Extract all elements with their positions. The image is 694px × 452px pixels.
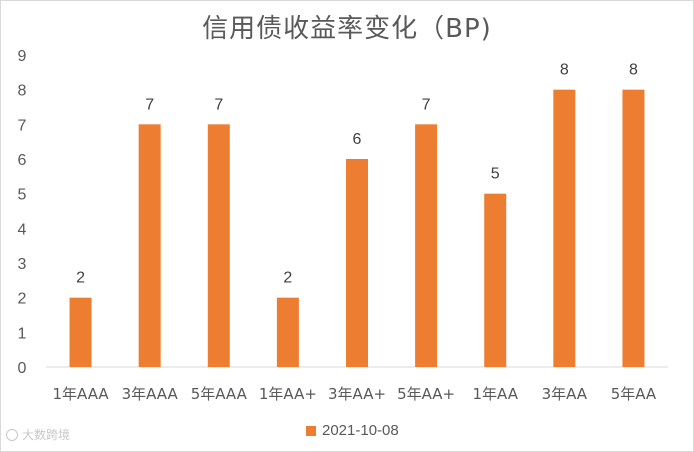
legend-label: 2021-10-08 <box>322 422 399 439</box>
bar-3 <box>276 297 299 367</box>
bar-1 <box>138 124 161 367</box>
legend-swatch <box>306 425 316 436</box>
x-tick-label-7: 3年AA <box>542 385 588 403</box>
data-label-5: 7 <box>422 96 431 113</box>
bar-4 <box>346 159 368 367</box>
watermark: 大数跨境 <box>6 426 70 443</box>
bar-6 <box>484 193 507 367</box>
x-tick-label-5: 5年AA+ <box>397 385 455 403</box>
data-label-2: 7 <box>214 96 223 113</box>
watermark-text: 大数跨境 <box>22 428 71 442</box>
watermark-logo-icon <box>6 428 18 441</box>
data-label-1: 7 <box>145 96 154 113</box>
y-tick-label-3: 3 <box>18 256 27 273</box>
y-tick-label-2: 2 <box>18 291 27 308</box>
x-tick-label-4: 3年AA+ <box>328 385 386 403</box>
y-tick-label-1: 1 <box>18 325 27 342</box>
data-label-6: 5 <box>491 166 500 183</box>
x-tick-label-0: 1年AAA <box>52 385 109 403</box>
bar-5 <box>415 124 438 367</box>
data-label-0: 2 <box>76 270 85 287</box>
legend: 2021-10-08 <box>306 422 399 439</box>
y-tick-label-8: 8 <box>18 83 27 100</box>
bar-8 <box>622 89 645 368</box>
y-tick-label-9: 9 <box>18 48 27 65</box>
x-tick-label-3: 1年AA+ <box>259 385 317 403</box>
data-label-3: 2 <box>283 270 292 287</box>
y-tick-label-7: 7 <box>18 117 27 134</box>
bar-0 <box>69 297 92 367</box>
x-tick-label-1: 3年AAA <box>122 385 179 403</box>
data-label-4: 6 <box>353 131 362 148</box>
bar-7 <box>553 89 576 368</box>
y-tick-label-6: 6 <box>18 152 27 169</box>
chart-title: 信用债收益率变化（BP) <box>202 14 492 44</box>
x-tick-label-8: 5年AA <box>611 385 657 403</box>
bar-2 <box>207 124 230 367</box>
x-tick-label-2: 5年AAA <box>191 385 248 403</box>
y-tick-label-0: 0 <box>18 360 27 377</box>
y-tick-label-5: 5 <box>18 187 27 204</box>
data-label-7: 8 <box>560 62 569 79</box>
x-tick-label-6: 1年AA <box>472 385 518 403</box>
y-tick-label-4: 4 <box>18 221 27 238</box>
data-label-8: 8 <box>629 62 638 79</box>
